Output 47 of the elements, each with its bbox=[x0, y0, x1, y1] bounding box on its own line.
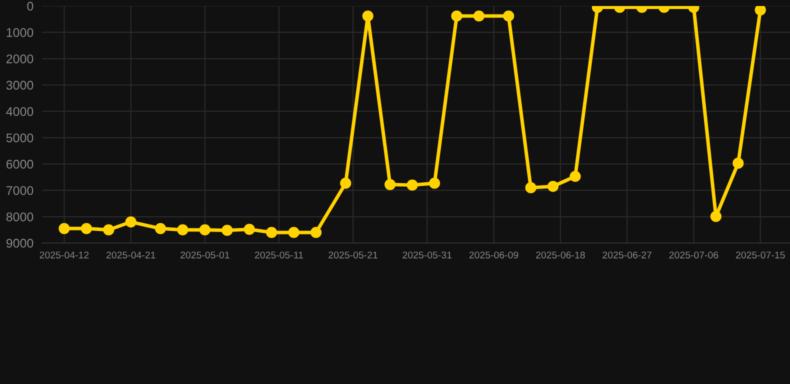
x-tick-label: 2025-04-21 bbox=[106, 252, 156, 258]
x-tick-label: 2025-05-31 bbox=[402, 252, 452, 258]
y-tick-label: 1000 bbox=[6, 28, 34, 37]
point bbox=[473, 10, 485, 22]
x-tick-label: 2025-07-06 bbox=[669, 252, 718, 258]
x-tick-label: 2025-07-15 bbox=[736, 252, 785, 258]
point bbox=[288, 226, 300, 238]
point bbox=[58, 222, 70, 234]
y-tick-label: 8000 bbox=[6, 212, 34, 222]
point bbox=[80, 222, 92, 234]
x-tick-label: 2025-06-09 bbox=[469, 252, 518, 258]
y-tick-label: 0 bbox=[27, 2, 34, 11]
point bbox=[125, 216, 136, 228]
point bbox=[266, 226, 278, 238]
point bbox=[177, 224, 188, 236]
y-tick-label: 6000 bbox=[6, 160, 34, 169]
x-tick-label: 2025-04-12 bbox=[40, 252, 89, 258]
point bbox=[503, 10, 514, 22]
point bbox=[310, 226, 322, 238]
x-tick-label: 2025-06-18 bbox=[536, 252, 585, 258]
point bbox=[406, 180, 418, 191]
y-tick-label: 4000 bbox=[6, 107, 34, 116]
point bbox=[362, 10, 374, 22]
point bbox=[340, 178, 352, 189]
point bbox=[103, 224, 114, 236]
y-tick-label: 3000 bbox=[6, 80, 34, 90]
x-tick-label: 2025-05-01 bbox=[180, 252, 230, 258]
point bbox=[570, 170, 581, 182]
point bbox=[244, 224, 255, 235]
y-tick-label: 7000 bbox=[6, 186, 34, 195]
point bbox=[710, 210, 722, 222]
y-tick-label: 9000 bbox=[6, 238, 34, 248]
point bbox=[754, 6, 766, 16]
point bbox=[451, 10, 462, 22]
point bbox=[384, 178, 396, 190]
point bbox=[547, 180, 559, 192]
x-tick-label: 2025-05-11 bbox=[254, 252, 304, 258]
point bbox=[222, 224, 233, 236]
point bbox=[428, 178, 440, 189]
x-tick-label: 2025-05-21 bbox=[328, 252, 378, 258]
x-tick-label: 2025-06-27 bbox=[602, 252, 652, 258]
point bbox=[154, 222, 166, 234]
point bbox=[732, 158, 744, 169]
point bbox=[525, 182, 536, 194]
point bbox=[199, 224, 210, 236]
y-tick-label: 2000 bbox=[6, 54, 34, 64]
y-tick-label: 5000 bbox=[6, 133, 34, 142]
